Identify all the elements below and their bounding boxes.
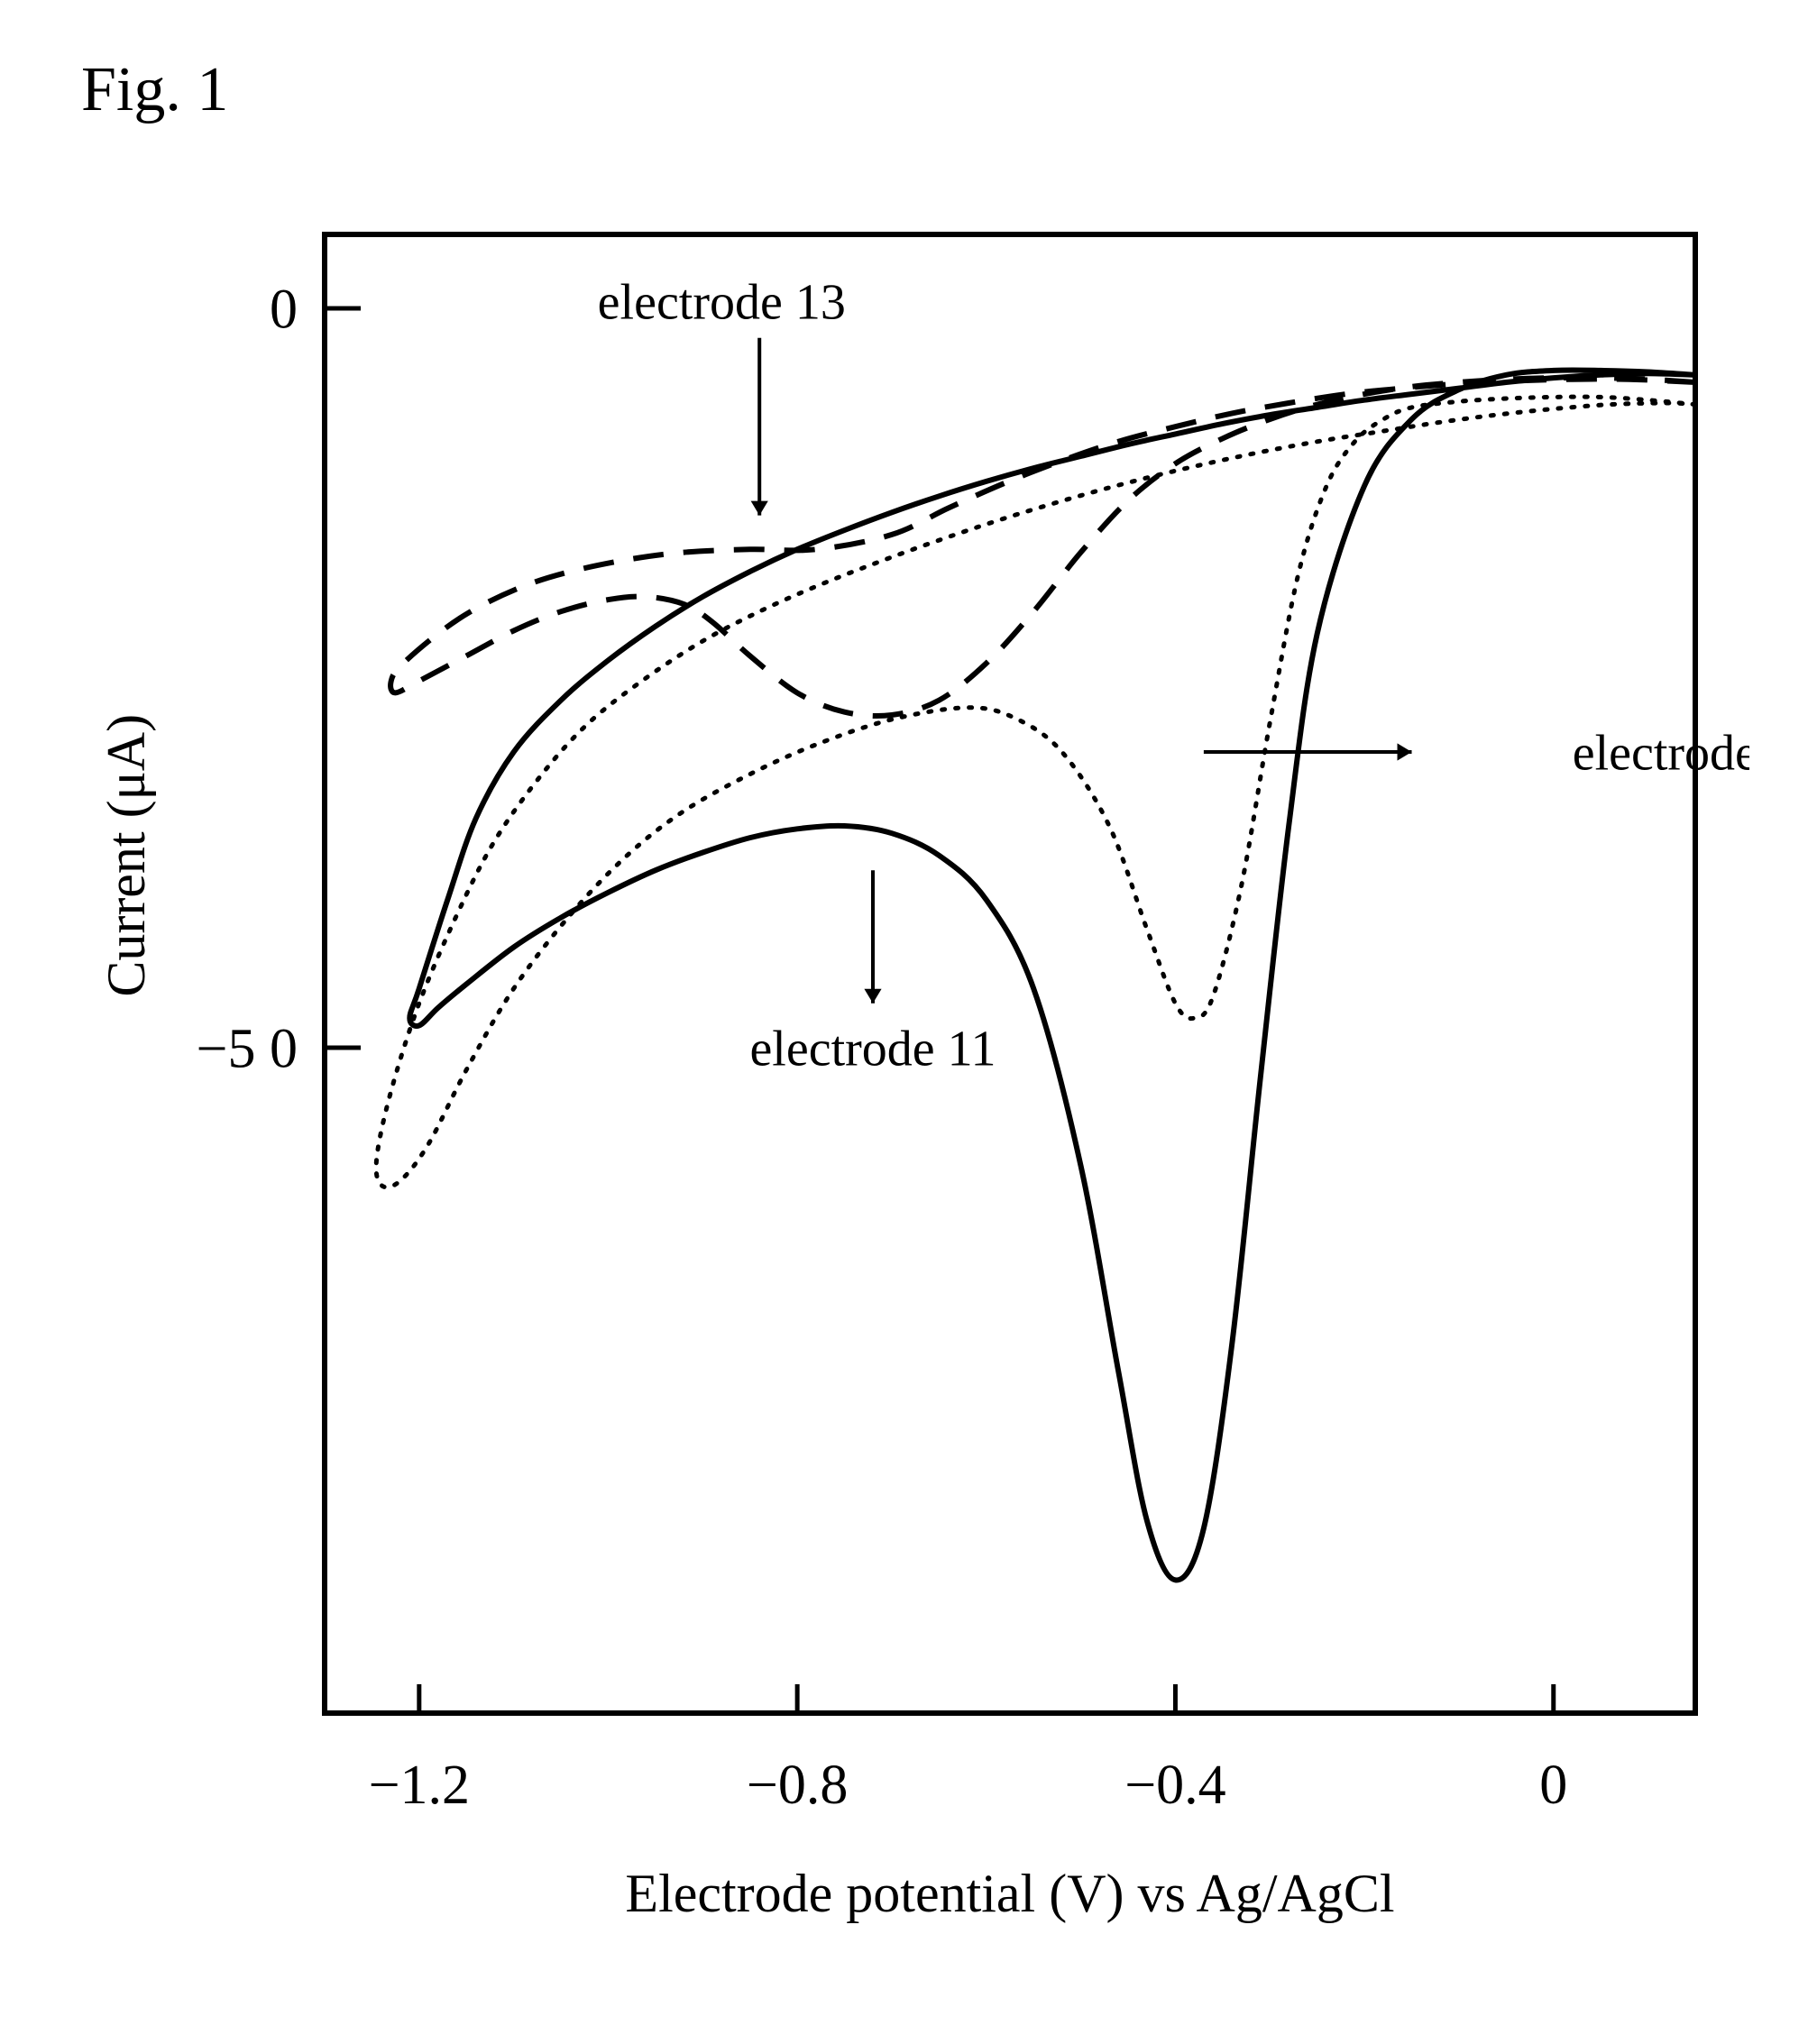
series-electrode-11 (409, 370, 1695, 1580)
label-electrode-11: electrode 11 (749, 1022, 996, 1077)
label-electrode-13: electrode 13 (598, 274, 846, 330)
cv-chart-svg: −1.2 −0.8 −0.4 0 0 −5 0 Electrode potential (V… (90, 180, 1749, 1984)
x-tick-label: 0 (1539, 1755, 1567, 1816)
x-tick-label: −0.8 (747, 1755, 848, 1816)
figure-title: Fig. 1 (81, 54, 228, 126)
x-axis-label: Electrode potential (V) vs Ag/AgCl (625, 1864, 1394, 1923)
y-axis-label: Current (μA) (96, 714, 156, 997)
series-electrode-13 (390, 378, 1695, 716)
plot-container: −1.2 −0.8 −0.4 0 0 −5 0 Electrode potential (V… (90, 180, 1749, 1984)
page: Fig. 1 −1.2 −0.8 −0.4 0 0 −5 0 Electrode poten… (0, 0, 1808, 2044)
x-tick-label: −0.4 (1124, 1755, 1225, 1816)
y-tick-label: −5 0 (197, 1019, 298, 1080)
label-electrode-12: electrode 12 (1573, 726, 1749, 782)
y-tick-label: 0 (270, 280, 298, 341)
series-electrode-12 (376, 397, 1695, 1187)
x-tick-label: −1.2 (369, 1755, 470, 1816)
